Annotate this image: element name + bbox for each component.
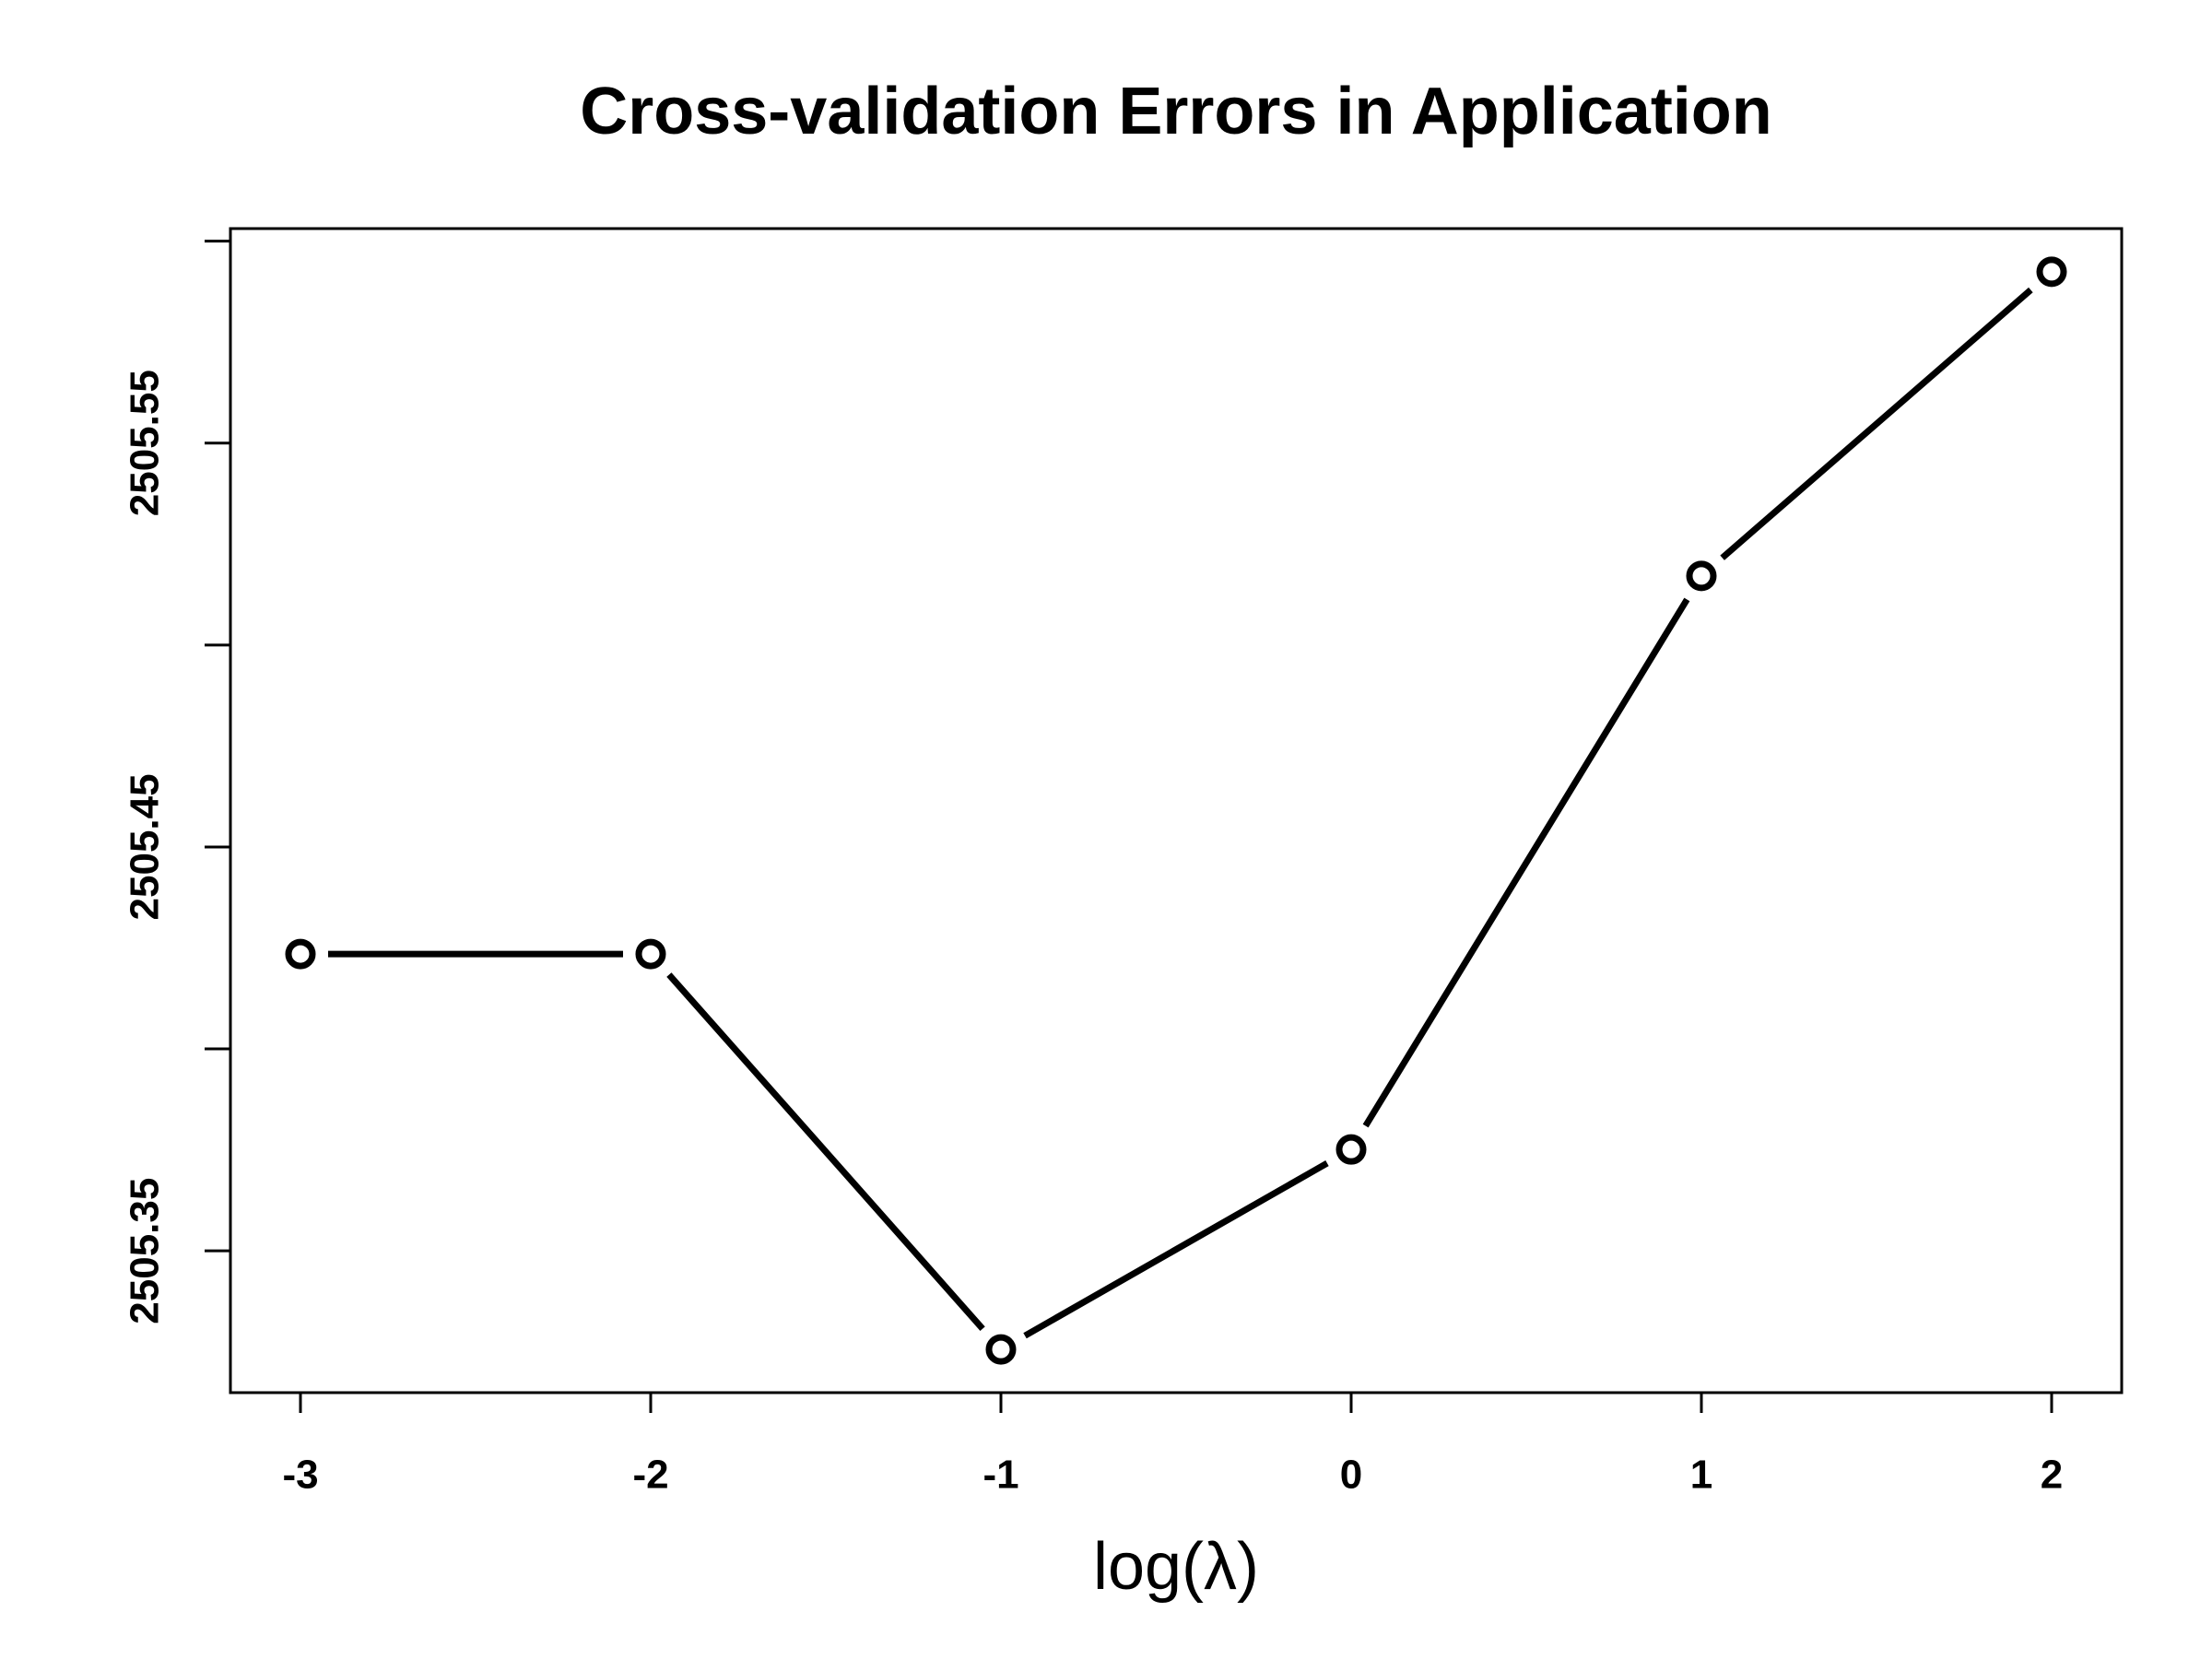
line-segment [1362, 597, 1690, 1128]
x-axis-label: log(λ) [1093, 1530, 1259, 1604]
data-point [1686, 560, 1717, 592]
x-tick-label: -1 [982, 1453, 1018, 1498]
x-tick-label: 0 [1340, 1453, 1362, 1498]
x-tick-label: 1 [1690, 1453, 1712, 1498]
plot-frame [229, 227, 2124, 1394]
data-point [985, 1334, 1017, 1365]
data-point [2036, 256, 2067, 288]
chart-title: Cross-validation Errors in Application [580, 75, 1772, 148]
line-segment [1023, 1160, 1329, 1339]
x-tick-label: -3 [282, 1453, 318, 1498]
data-point [635, 938, 666, 970]
y-tick-label: 2505.55 [123, 370, 168, 516]
line-segment [666, 972, 985, 1331]
line-segment [1720, 287, 2033, 560]
data-point [1335, 1134, 1367, 1165]
x-tick-label: 2 [2041, 1453, 2063, 1498]
x-tick-label: -2 [632, 1453, 668, 1498]
data-point [285, 938, 316, 970]
y-tick-label: 2505.35 [123, 1178, 168, 1324]
y-tick-label: 2505.45 [123, 773, 168, 920]
